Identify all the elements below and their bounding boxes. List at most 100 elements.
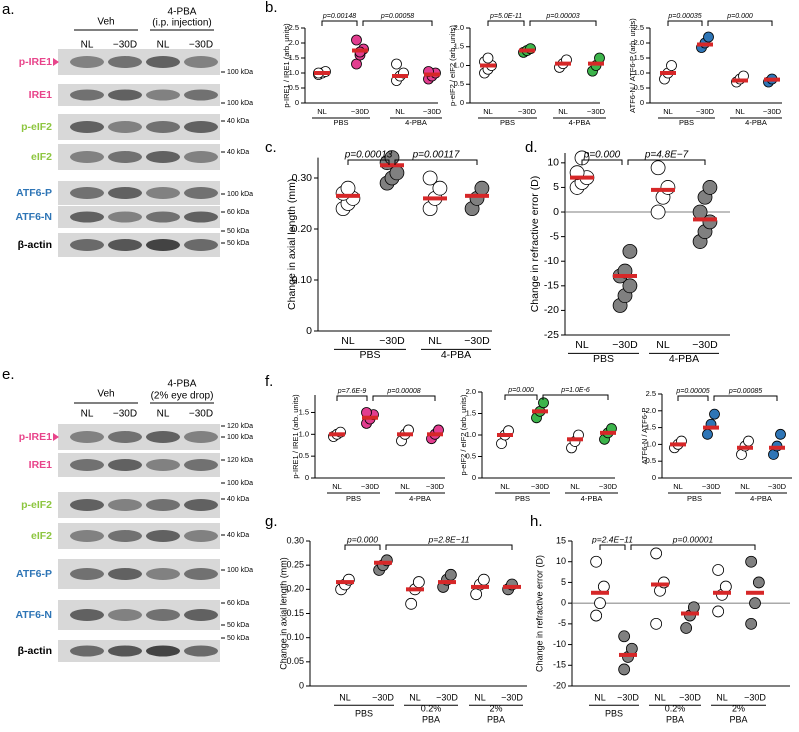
blot-band bbox=[70, 211, 104, 223]
blot-row-label: p-eIF2 bbox=[21, 499, 52, 511]
blot-row-label: IRE1 bbox=[29, 459, 53, 471]
x-tick-label: NL bbox=[735, 107, 745, 116]
comparison-bracket bbox=[321, 20, 358, 26]
data-point bbox=[474, 180, 490, 196]
y-tick-label: 2.0 bbox=[454, 23, 464, 32]
x-tick-label: −30D bbox=[702, 482, 721, 491]
y-tick-label: -15 bbox=[544, 280, 559, 292]
y-axis-label: Change in axial length (mm) bbox=[278, 557, 288, 670]
p-value: p=0.000 bbox=[346, 534, 378, 544]
p-value: p=0.00013 bbox=[344, 150, 393, 161]
x-tick-label: NL bbox=[395, 107, 405, 116]
blot-band bbox=[146, 89, 180, 101]
kda-marker: 120 kDa bbox=[227, 457, 253, 464]
blot-band bbox=[146, 530, 180, 542]
blot-group-label: (2% eye drop) bbox=[151, 391, 214, 402]
blot-band bbox=[70, 121, 104, 133]
y-tick-label: -10 bbox=[544, 255, 559, 267]
x-tick-label: −30D bbox=[351, 107, 370, 116]
x-tick-label: NL bbox=[570, 482, 580, 491]
blot-band bbox=[146, 459, 180, 471]
blot-row-label: p-IRE1 bbox=[19, 431, 52, 443]
mean-bar bbox=[660, 71, 676, 75]
y-axis-label: ATF6-N / ATF6-P bbox=[640, 408, 649, 465]
comparison-bracket bbox=[394, 159, 478, 165]
blot-band bbox=[146, 645, 180, 657]
y-tick-label: 2.5 bbox=[646, 389, 656, 398]
group-label: PBS bbox=[500, 118, 515, 127]
kda-marker: 100 kDa bbox=[227, 191, 253, 198]
mean-bar bbox=[427, 432, 443, 437]
mean-bar bbox=[465, 193, 489, 198]
x-tick-label: NL bbox=[716, 692, 728, 702]
group-label: PBS bbox=[515, 494, 530, 503]
panel-label: f. bbox=[265, 373, 273, 390]
data-point bbox=[650, 617, 663, 630]
blot-band bbox=[184, 431, 218, 443]
p-value: p=0.00148 bbox=[322, 13, 356, 20]
y-axis-label: p-eIF2 / eIF2 (arb. units) bbox=[448, 25, 457, 106]
group-label: PBS bbox=[593, 353, 614, 365]
blot-band bbox=[184, 530, 218, 542]
kda-marker: 120 kDa bbox=[227, 423, 253, 430]
blot-band bbox=[108, 121, 142, 133]
comparison-bracket bbox=[599, 544, 626, 550]
kda-marker: 40 kDa bbox=[227, 496, 249, 503]
blot-band bbox=[108, 568, 142, 580]
lane-label: NL bbox=[157, 409, 170, 420]
blot-row-label: p-IRE1 bbox=[19, 56, 52, 68]
mean-bar bbox=[329, 432, 345, 437]
x-tick-label: −30D bbox=[696, 107, 715, 116]
group-label: PBS bbox=[605, 708, 623, 718]
blot-group-label: (i.p. injection) bbox=[152, 18, 211, 29]
kda-marker: 40 kDa bbox=[227, 532, 249, 539]
mean-bar bbox=[588, 61, 604, 66]
y-tick-label: 0.5 bbox=[634, 83, 644, 92]
comparison-bracket bbox=[677, 395, 709, 401]
x-tick-label: −30D bbox=[617, 692, 639, 702]
mean-bar bbox=[619, 652, 637, 657]
mean-bar bbox=[532, 409, 548, 414]
mean-bar bbox=[480, 63, 496, 68]
data-point bbox=[650, 547, 663, 560]
data-point bbox=[618, 630, 631, 643]
x-tick-label: −30D bbox=[436, 692, 458, 702]
x-tick-label: −30D bbox=[768, 482, 787, 491]
group-label: 2% bbox=[489, 703, 502, 713]
blot-row-label: β-actin bbox=[18, 645, 52, 657]
blot-band bbox=[184, 609, 218, 621]
blot-band bbox=[146, 568, 180, 580]
mean-bar bbox=[397, 432, 413, 437]
blot-group-label: Veh bbox=[97, 17, 114, 28]
mean-bar bbox=[424, 72, 440, 77]
y-tick-label: -10 bbox=[553, 639, 566, 649]
mean-bar bbox=[703, 425, 719, 430]
data-point bbox=[743, 435, 754, 447]
blot-band bbox=[146, 121, 180, 133]
x-tick-label: NL bbox=[332, 482, 342, 491]
x-tick-label: −30D bbox=[379, 335, 405, 347]
blot-band bbox=[108, 609, 142, 621]
data-point bbox=[703, 31, 714, 43]
y-tick-label: 2.5 bbox=[634, 23, 644, 32]
y-tick-label: 2.0 bbox=[466, 387, 476, 396]
y-tick-label: 0 bbox=[460, 98, 464, 107]
y-tick-label: 1.5 bbox=[289, 53, 299, 62]
p-value: p=0.000 bbox=[726, 13, 753, 20]
mean-bar bbox=[681, 611, 699, 616]
y-tick-label: 1.0 bbox=[299, 429, 309, 438]
mean-bar bbox=[380, 163, 404, 168]
blot-band bbox=[146, 609, 180, 621]
y-tick-label: 0 bbox=[305, 473, 309, 482]
blot-band bbox=[108, 151, 142, 163]
panel-label: b. bbox=[265, 0, 278, 16]
x-tick-label: NL bbox=[740, 482, 750, 491]
data-point bbox=[391, 58, 402, 70]
x-tick-label: NL bbox=[400, 482, 410, 491]
y-tick-label: 0 bbox=[561, 598, 566, 608]
x-tick-label: NL bbox=[474, 692, 486, 702]
comparison-bracket bbox=[344, 544, 381, 550]
group-label: 4-PBA bbox=[669, 353, 699, 365]
blot-band bbox=[184, 645, 218, 657]
data-point bbox=[622, 278, 638, 294]
